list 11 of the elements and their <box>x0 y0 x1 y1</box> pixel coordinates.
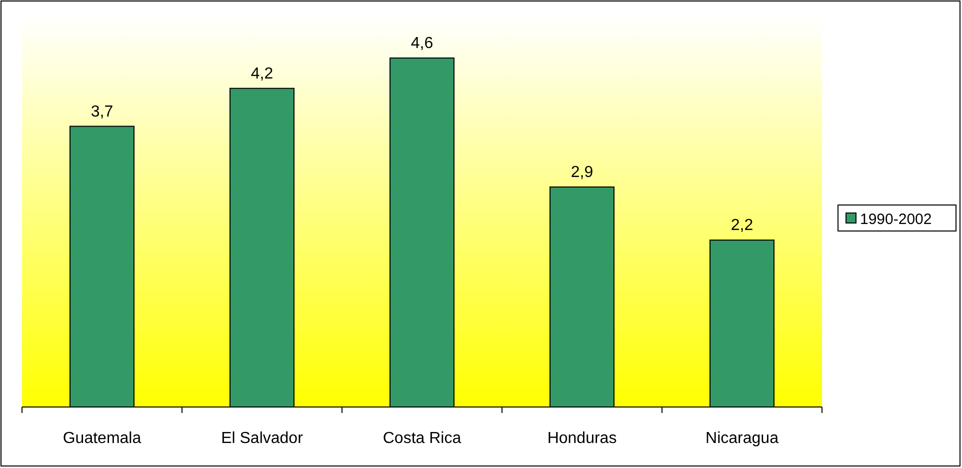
x-tick-label: Honduras <box>547 430 617 447</box>
x-tick-label: Costa Rica <box>382 430 462 447</box>
legend-label: 1990-2002 <box>860 211 932 228</box>
data-label: 4,2 <box>250 65 274 82</box>
x-tick-label: Nicaragua <box>706 430 779 447</box>
data-label: 4,6 <box>410 35 434 52</box>
data-label: 2,9 <box>570 164 594 181</box>
x-tick-label: El Salvador <box>221 430 304 447</box>
x-tick-label: Guatemala <box>62 430 142 447</box>
data-label: 3,7 <box>90 103 114 120</box>
data-label: 2,2 <box>730 217 754 234</box>
